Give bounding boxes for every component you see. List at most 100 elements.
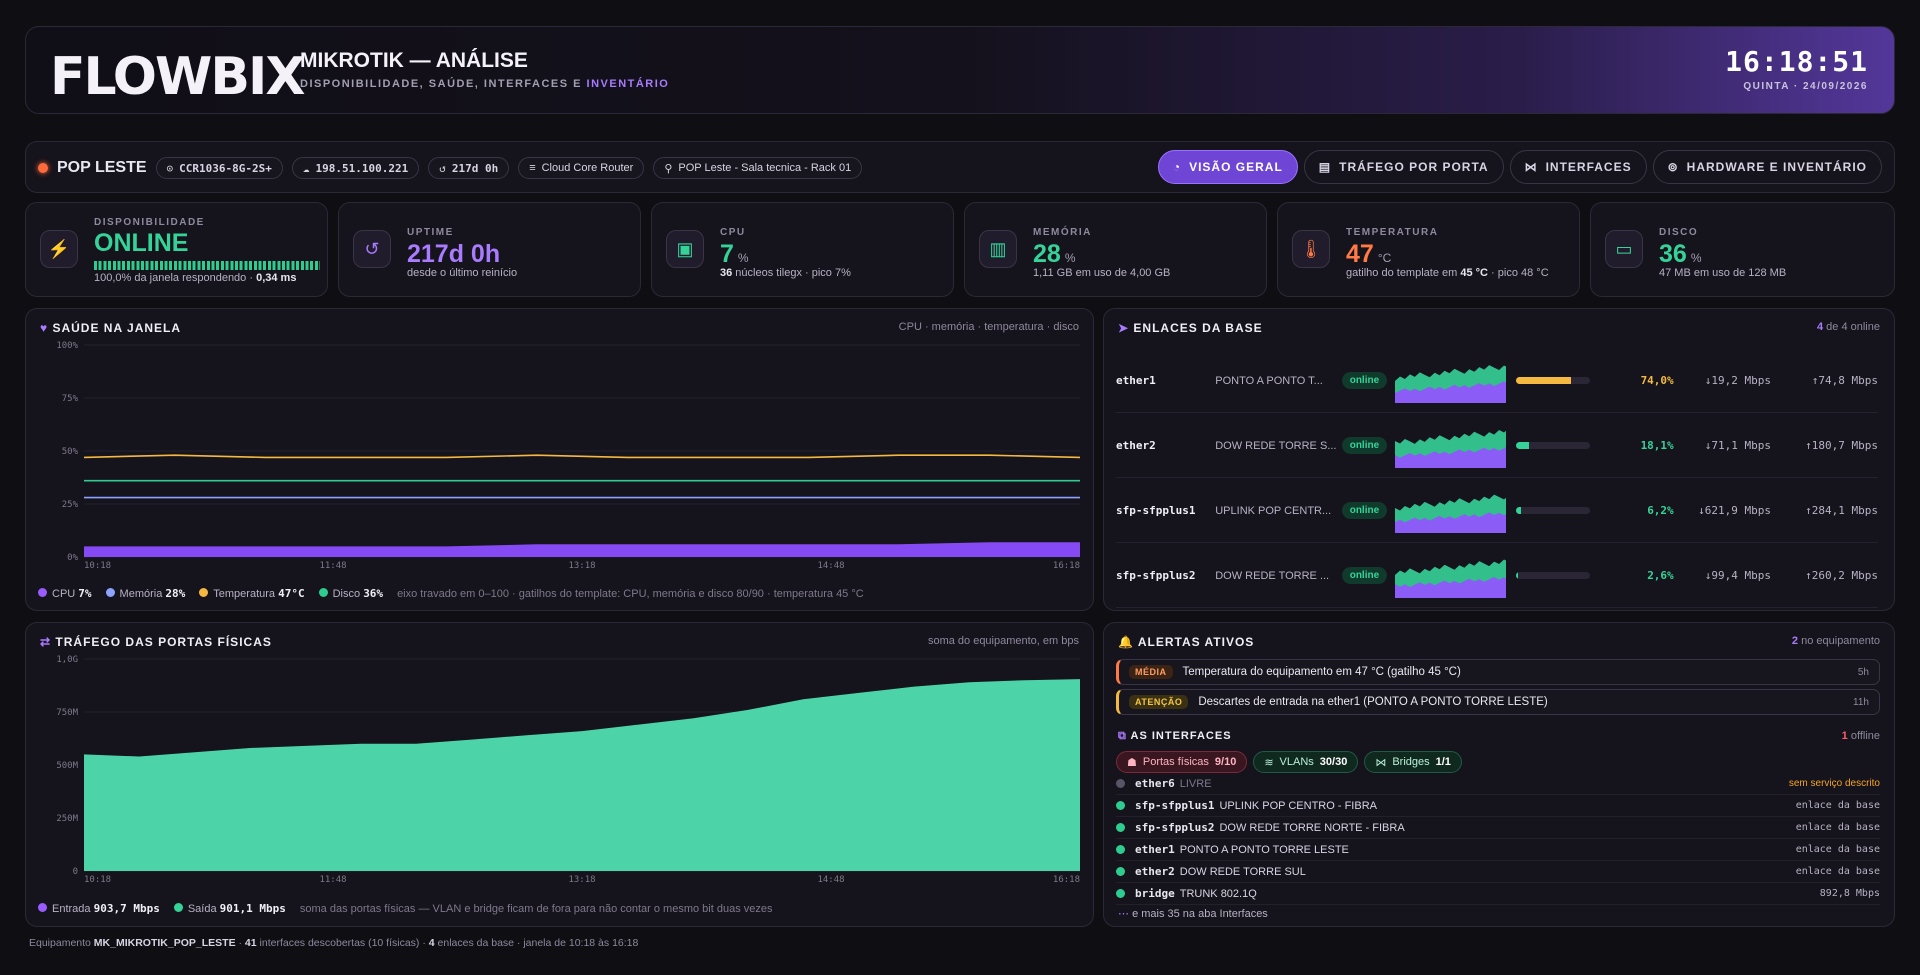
link-name: sfp-sfpplus1 xyxy=(1116,504,1196,517)
traffic-legend: Entrada 903,7 Mbps Saída 901,1 Mbps soma… xyxy=(38,902,773,915)
series-line-temperatura xyxy=(83,454,1081,459)
y-tick-label: 0% xyxy=(67,553,78,563)
clock: 16:18:51 xyxy=(1725,45,1868,78)
interface-row[interactable]: ether2 DOW REDE TORRE SUL enlace da base xyxy=(1116,861,1880,883)
link-pct: 2,6% xyxy=(1647,569,1674,582)
kpi-label: MEMÓRIA xyxy=(1033,227,1092,238)
interface-row[interactable]: ether1 PONTO A PONTO TORRE LESTE enlace … xyxy=(1116,839,1880,861)
kpi-uptime: ↺ UPTIME 217d 0h desde o último reinício xyxy=(338,202,641,297)
availability-value: ONLINE xyxy=(94,229,189,257)
severity-badge: ATENÇÃO xyxy=(1129,695,1189,709)
interface-name: sfp-sfpplus1 xyxy=(1135,799,1215,812)
health-footnote: eixo travado em 0–100 · gatilhos do temp… xyxy=(397,587,864,600)
interface-note: sem serviço descrito xyxy=(1788,778,1880,789)
links-count: 4 de 4 online xyxy=(1816,321,1880,333)
link-row[interactable]: ether2 DOW REDE TORRE S... online 18,1% … xyxy=(1116,414,1878,478)
link-up: ↑260,2 Mbps xyxy=(1805,569,1878,582)
kpi-label: UPTIME xyxy=(407,227,454,238)
status-badge: online xyxy=(1341,437,1388,454)
kpi-availability: ⚡ DISPONIBILIDADE ONLINE 100,0% da janel… xyxy=(25,202,328,297)
interface-desc: TRUNK 802.1Q xyxy=(1179,887,1257,900)
health-legend: CPU 7% Memória 28% Temperatura 47°C Disc… xyxy=(38,587,864,600)
date: QUINTA · 24/09/2026 xyxy=(1743,81,1868,92)
y-tick-label: 0 xyxy=(73,867,78,877)
interface-name: ether6 xyxy=(1135,777,1175,790)
kpi-label: DISPONIBILIDADE xyxy=(94,217,205,228)
status-badge: online xyxy=(1341,502,1388,519)
network-icon: ⋈ xyxy=(1375,756,1387,769)
link-name: ether2 xyxy=(1116,439,1156,452)
tab-hardware[interactable]: ⊚ HARDWARE E INVENTÁRIO xyxy=(1652,150,1882,184)
device-bar: POP LESTE ⊙ CCR1036-8G-2S+ ☁ 198.51.100.22… xyxy=(25,141,1895,193)
tab-trafego-por-porta[interactable]: ▤ TRÁFEGO POR PORTA xyxy=(1303,150,1504,184)
hierarchy-icon: ⧉ xyxy=(1118,730,1127,742)
traffic-title: ⇄ TRÁFEGO DAS PORTAS FÍSICAS xyxy=(40,635,272,649)
interface-note: enlace da base xyxy=(1795,844,1880,855)
stack-icon: ≡ xyxy=(529,162,536,174)
device-name: POP LESTE xyxy=(57,159,147,176)
y-tick-label: 750M xyxy=(56,708,78,718)
link-row[interactable]: sfp-sfpplus1 UPLINK POP CENTR... online … xyxy=(1116,479,1878,543)
alerts-title: 🔔 ALERTAS ATIVOS xyxy=(1118,635,1255,649)
interface-row[interactable]: ether6 LIVRE sem serviço descrito xyxy=(1116,773,1880,795)
chip-vlans[interactable]: ≋ VLANs 30/30 xyxy=(1253,751,1359,773)
gauge-icon: ◔ xyxy=(1172,160,1182,174)
y-tick-label: 250M xyxy=(56,814,78,824)
link-up: ↑74,8 Mbps xyxy=(1811,374,1878,387)
status-badge: online xyxy=(1341,372,1388,389)
chip-bridges[interactable]: ⋈ Bridges 1/1 xyxy=(1364,751,1462,773)
sparkline-area-in xyxy=(1395,446,1507,468)
x-tick-label: 16:18 xyxy=(1053,875,1080,885)
heart-icon: ♥ xyxy=(40,321,49,335)
legend-cpu: CPU 7% xyxy=(38,587,92,600)
memory-sub: 1,11 GB em uso de 4,00 GB xyxy=(1033,267,1171,279)
interface-row[interactable]: bridge TRUNK 802.1Q 892,8 Mbps xyxy=(1116,883,1880,905)
chip-icon: ⊚ xyxy=(1667,160,1679,174)
temperature-value: 47 °C xyxy=(1346,240,1392,268)
chip-icon: ⊙ xyxy=(166,161,174,175)
alert-age: 11h xyxy=(1853,696,1869,708)
interfaces-more[interactable]: ⋯ e mais 35 na aba Interfaces xyxy=(1118,908,1268,920)
link-row[interactable]: ether1 PONTO A PONTO T... online 74,0% ↓… xyxy=(1116,349,1878,413)
temperature-sub: gatilho do template em 45 °C · pico 48 °… xyxy=(1346,267,1549,279)
link-desc: DOW REDE TORRE S... xyxy=(1215,439,1337,452)
tab-interfaces[interactable]: ⋈ INTERFACES xyxy=(1509,150,1647,184)
interfaces-offline: 1 offline xyxy=(1841,730,1880,742)
interface-name: ether1 xyxy=(1135,843,1175,856)
y-tick-label: 1,0G xyxy=(56,655,78,665)
availability-sub: 100,0% da janela respondendo · 0,34 ms xyxy=(94,272,297,284)
link-down: ↓71,1 Mbps xyxy=(1704,439,1771,452)
interface-desc: LIVRE xyxy=(1179,777,1212,790)
interfaces-title: ⧉ AS INTERFACES xyxy=(1118,730,1232,742)
utilization-fill xyxy=(1516,442,1530,449)
link-row[interactable]: sfp-sfpplus2 DOW REDE TORRE ... online 2… xyxy=(1116,544,1878,608)
x-tick-label: 14:48 xyxy=(817,875,844,885)
alert-item[interactable]: ATENÇÃO Descartes de entrada na ether1 (… xyxy=(1116,689,1880,715)
y-tick-label: 50% xyxy=(62,447,79,457)
x-tick-label: 14:48 xyxy=(817,561,844,571)
traffic-panel: ⇄ TRÁFEGO DAS PORTAS FÍSICAS soma do equ… xyxy=(25,622,1094,927)
check-icon xyxy=(1116,801,1125,810)
links-title: ➤ ENLACES DA BASE xyxy=(1118,321,1263,335)
health-note: CPU · memória · temperatura · disco xyxy=(898,321,1079,333)
interface-name: bridge xyxy=(1135,887,1175,900)
disk-icon: ▭ xyxy=(1605,230,1643,268)
interface-row[interactable]: sfp-sfpplus2 DOW REDE TORRE NORTE - FIBR… xyxy=(1116,817,1880,839)
tab-visao-geral[interactable]: ◔ VISÃO GERAL xyxy=(1157,150,1298,184)
alert-item[interactable]: MÉDIA Temperatura do equipamento em 47 °… xyxy=(1116,659,1880,685)
status-dot xyxy=(38,163,48,173)
series-area-saída xyxy=(84,679,1080,871)
chip-portas-fisicas[interactable]: ☗ Portas físicas 9/10 xyxy=(1116,751,1248,773)
pin-icon: ⚲ xyxy=(664,162,673,175)
alert-age: 5h xyxy=(1857,666,1869,678)
thermometer-icon: 🌡 xyxy=(1292,230,1330,268)
interface-row[interactable]: sfp-sfpplus1 UPLINK POP CENTRO - FIBRA e… xyxy=(1116,795,1880,817)
interface-desc: PONTO A PONTO TORRE LESTE xyxy=(1179,843,1349,856)
link-down: ↓99,4 Mbps xyxy=(1704,569,1771,582)
x-tick-label: 16:18 xyxy=(1053,561,1080,571)
x-tick-label: 10:18 xyxy=(84,875,111,885)
interface-note: enlace da base xyxy=(1795,866,1880,877)
severity-badge: MÉDIA xyxy=(1129,665,1173,679)
network-icon: ⋈ xyxy=(1524,160,1538,174)
link-sparkline xyxy=(1395,559,1507,598)
